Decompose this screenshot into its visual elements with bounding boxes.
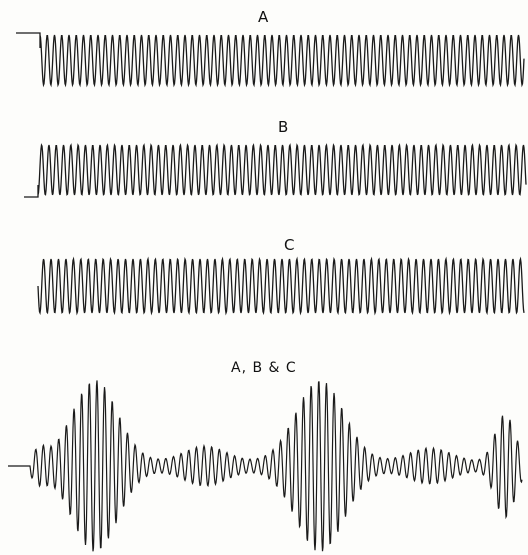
trace-label-a: A xyxy=(258,8,269,26)
waveform-combined xyxy=(8,380,523,552)
trace-label-c: C xyxy=(284,236,295,254)
waveform-a xyxy=(16,32,525,88)
trace-label-b: B xyxy=(278,118,289,136)
trace-label-combined: A, B & C xyxy=(231,360,297,376)
waveform-b xyxy=(24,143,527,198)
waveform-c xyxy=(37,256,525,316)
